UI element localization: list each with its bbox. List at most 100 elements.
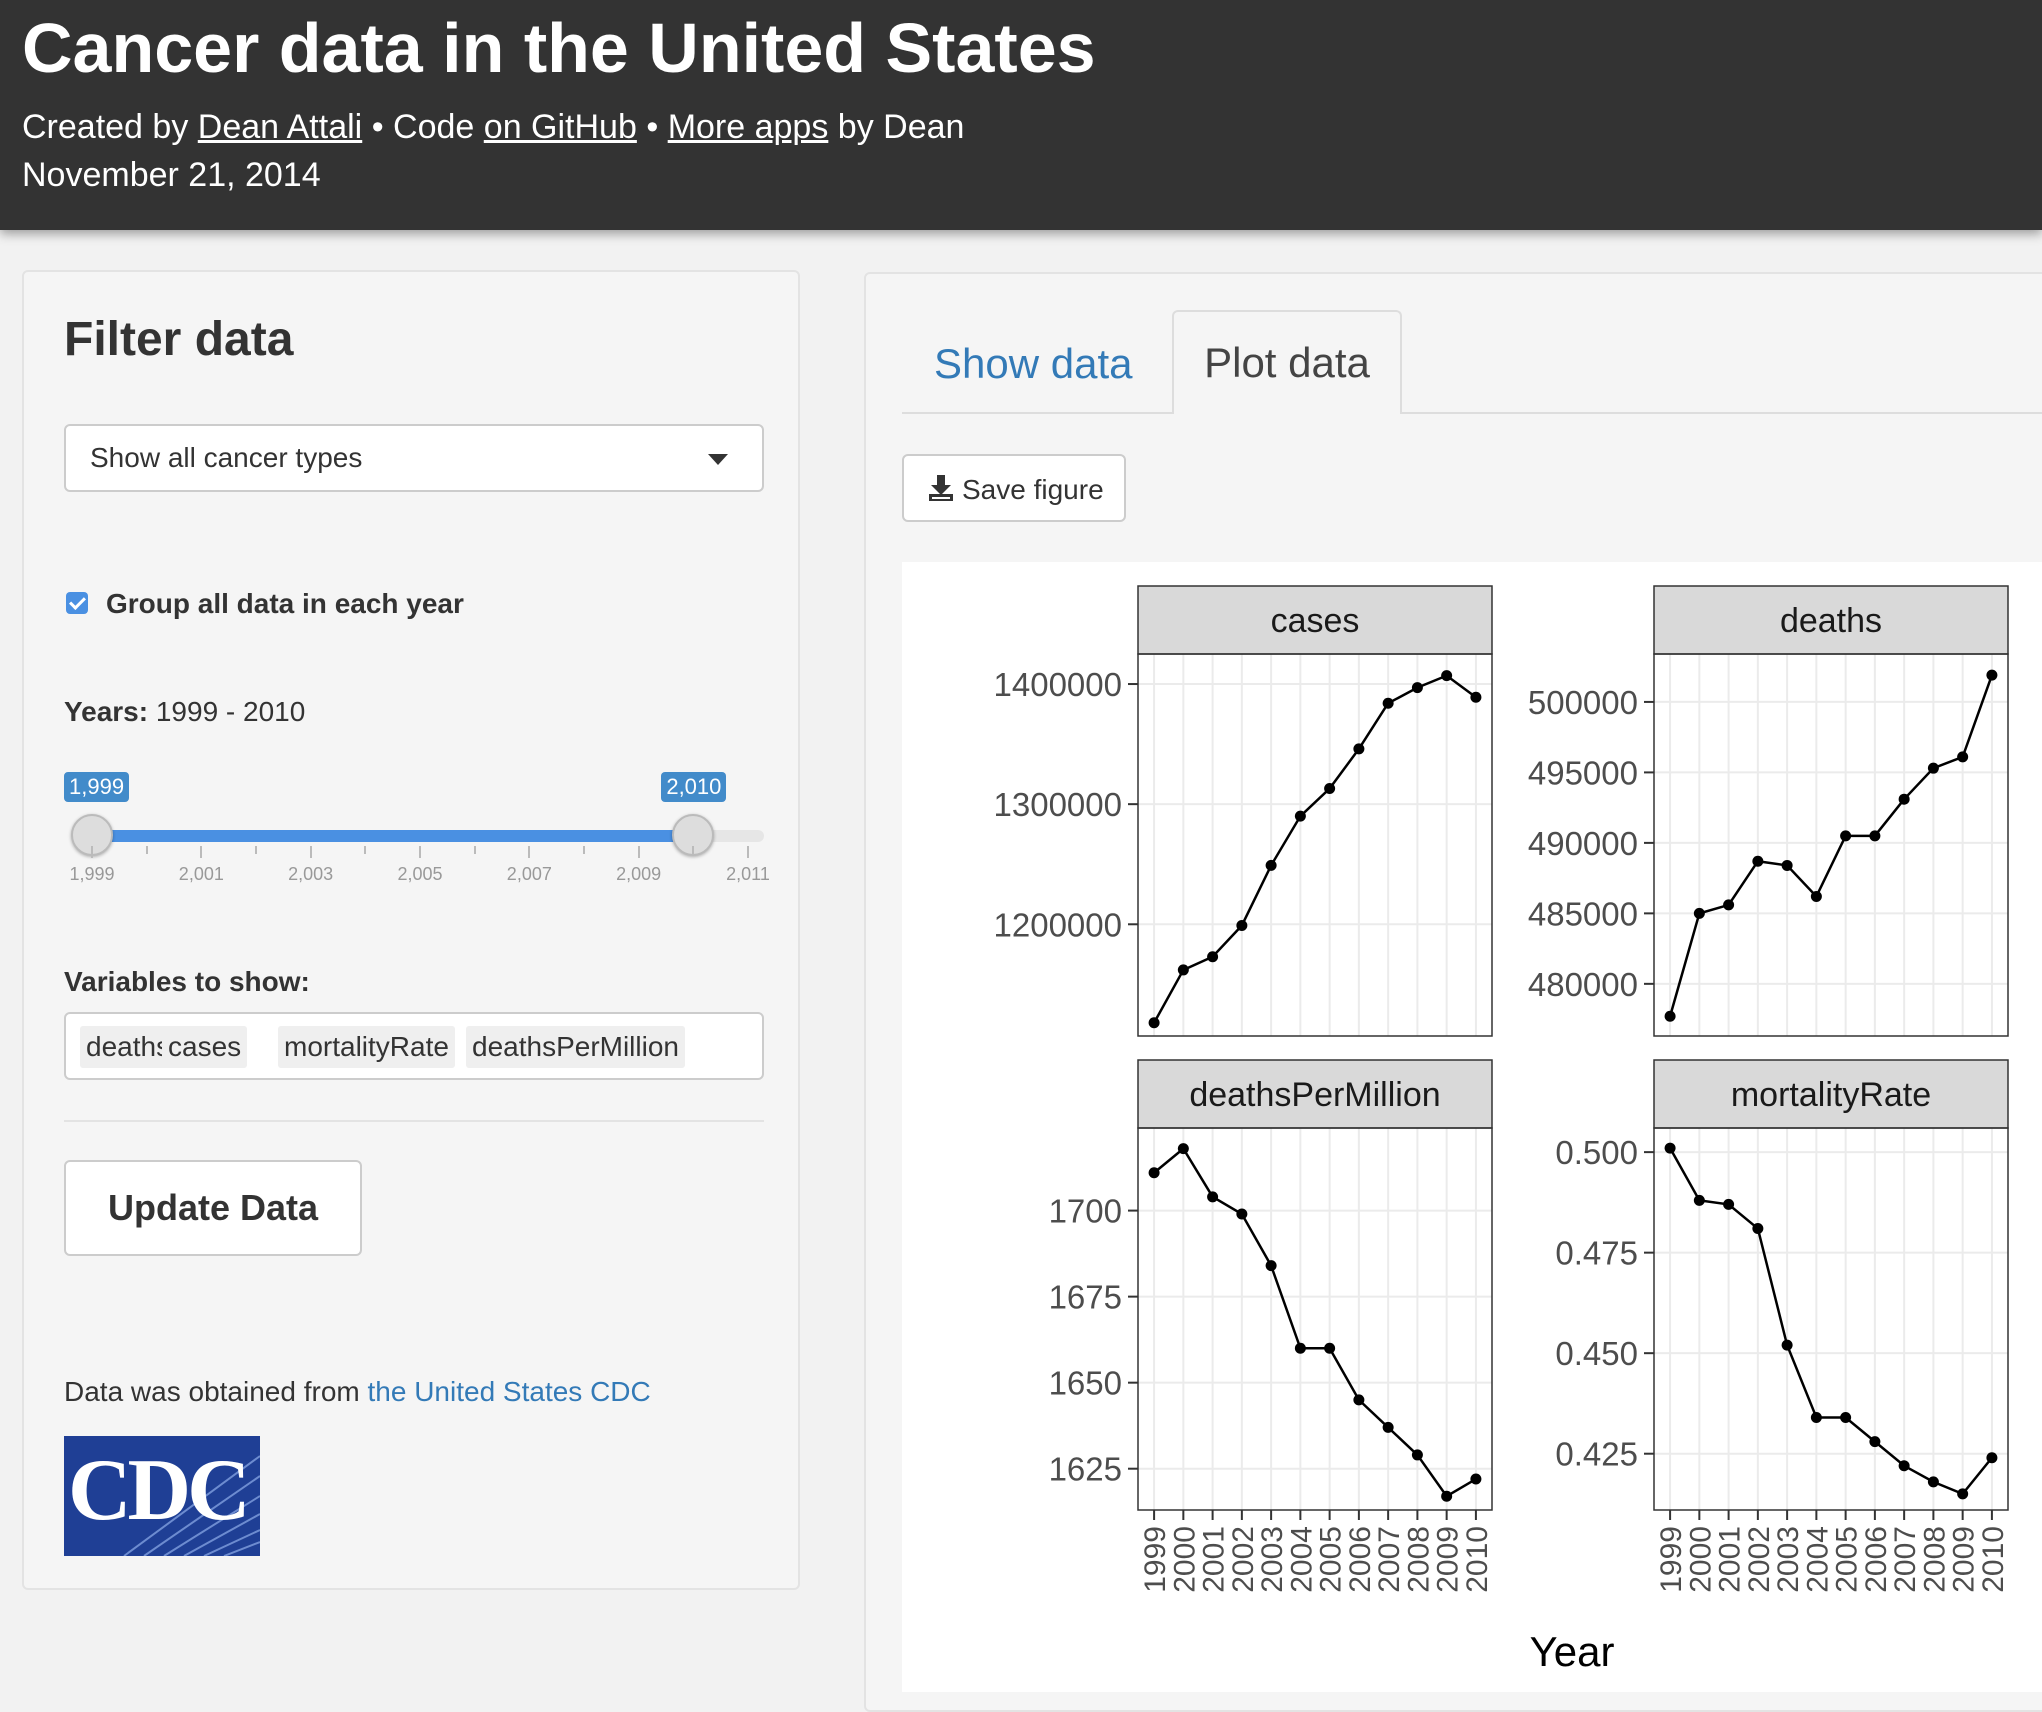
github-link[interactable]: on GitHub (483, 108, 637, 146)
series-line (1668, 674, 1994, 1017)
variable-chip-deaths[interactable]: deaths (80, 1026, 177, 1068)
data-point (1353, 1394, 1365, 1406)
group-checkbox-label: Group all data in each year (106, 588, 464, 619)
y-tick-label: 500000 (1528, 684, 1638, 721)
created-by-text: Created by (22, 108, 189, 146)
y-tick-label: 1200000 (994, 906, 1122, 943)
data-point (1148, 1017, 1160, 1029)
facet-title: cases (1271, 602, 1360, 640)
series-line (1153, 1146, 1477, 1498)
y-tick-label: 1700 (1049, 1193, 1122, 1230)
data-point (1840, 830, 1852, 842)
x-tick-label: 2010 (1977, 1526, 2010, 1593)
data-point (1810, 890, 1822, 902)
years-range-slider[interactable]: 1,999 2,010 1,999 2,001 2,003 2,005 2,007 2,0… (64, 772, 784, 932)
variable-chip-mortalityRate[interactable]: mortalityRate (278, 1026, 455, 1068)
y-tick-label: 480000 (1528, 966, 1638, 1003)
y-tick-label: 490000 (1528, 825, 1638, 862)
tab-underline (902, 412, 2042, 414)
years-value: 1999 - 2010 (155, 696, 306, 727)
x-tick-label: 2003 (1772, 1526, 1805, 1593)
slider-tick-label: 2,003 (288, 864, 334, 884)
cdc-logo-text: CDC (68, 1442, 251, 1539)
data-point (1382, 1421, 1394, 1433)
cdc-logo[interactable]: CDC (64, 1436, 260, 1556)
x-tick-label: 1999 (1139, 1526, 1172, 1593)
data-point (1382, 697, 1394, 709)
data-point (1781, 859, 1793, 871)
save-figure-button[interactable]: Save figure (902, 454, 1126, 522)
slider-tick-label: 2,011 (726, 864, 770, 884)
code-text: Code (393, 108, 475, 146)
data-point (1177, 964, 1189, 976)
cdc-logo-stripes (123, 1455, 260, 1556)
app-header: Cancer data in the United States Created… (0, 0, 2042, 230)
y-tick-label: 0.475 (1555, 1235, 1638, 1272)
cancer-type-select[interactable]: Show all cancer types (64, 424, 764, 492)
slider-selected-range (92, 830, 694, 842)
facet-strip (1137, 1059, 1493, 1129)
y-tick-label: 485000 (1528, 895, 1638, 932)
data-point (1869, 1436, 1881, 1448)
slider-tick (747, 846, 749, 858)
facet-title: mortalityRate (1731, 1076, 1931, 1114)
author-link[interactable]: Dean Attali (197, 108, 363, 146)
tab-show-data[interactable]: Show data (934, 340, 1133, 387)
filter-heading: Filter data (64, 313, 294, 366)
y-tick-label: 1300000 (994, 786, 1122, 823)
data-point (1957, 1488, 1969, 1500)
tab-plot-data[interactable]: Plot data (1172, 310, 1402, 414)
panel-border (1137, 653, 1493, 1037)
slider-tick-label: 2,001 (178, 864, 224, 884)
facet-title: deaths (1780, 602, 1882, 640)
x-tick-label: 2005 (1831, 1526, 1864, 1593)
facet-strip (1653, 585, 2009, 655)
facet-strip (1653, 1059, 2009, 1129)
data-point (1957, 751, 1969, 763)
slider-tick (528, 846, 531, 858)
series-line (1669, 1147, 1993, 1496)
data-point (1177, 1143, 1189, 1155)
more-apps-link[interactable]: More apps (667, 108, 829, 146)
data-point (1723, 899, 1735, 911)
data-point (1265, 859, 1277, 871)
data-point (1898, 793, 1910, 805)
cancer-type-value: Show all cancer types (90, 442, 363, 473)
data-point (1265, 1260, 1277, 1272)
slider-tick (91, 846, 93, 858)
y-tick-label: 0.425 (1555, 1436, 1638, 1473)
bullet-separator: • (646, 108, 659, 146)
data-point (1840, 1412, 1852, 1424)
variable-chip-cases[interactable]: cases (162, 1026, 248, 1068)
variables-select[interactable]: deaths cases mortalityRate deathsPerMill… (64, 1012, 764, 1080)
slider-tick (473, 846, 476, 854)
x-tick-label: 2001 (1714, 1526, 1747, 1593)
years-label: Years: (64, 696, 149, 727)
data-point (1723, 1198, 1735, 1210)
data-point (1470, 691, 1482, 703)
variable-chip-deathsPerMillion[interactable]: deathsPerMillion (466, 1026, 685, 1068)
y-tick-label: 1675 (1049, 1279, 1122, 1316)
data-point (1148, 1167, 1160, 1179)
panel-border (1653, 1127, 2009, 1511)
slider-from-label: 1,999 (64, 772, 130, 802)
cdc-link[interactable]: the United States CDC (367, 1376, 651, 1407)
update-data-button[interactable]: Update Data (64, 1160, 362, 1256)
x-tick-label: 2006 (1860, 1526, 1893, 1593)
faceted-line-chart: cases 1200000 1300000 1400000 deaths 480000 48… (994, 585, 2010, 1675)
panel-border (1653, 653, 2009, 1037)
data-point (1441, 670, 1453, 682)
by-dean-text: by Dean (837, 108, 965, 146)
facet-title: deathsPerMillion (1189, 1076, 1440, 1114)
x-tick-label: 2004 (1285, 1526, 1318, 1593)
check-icon[interactable] (66, 592, 88, 614)
data-point (1664, 1010, 1676, 1022)
x-tick-label: 2006 (1344, 1526, 1377, 1593)
slider-tick (419, 846, 421, 858)
x-tick-label: 2008 (1402, 1526, 1435, 1593)
data-point (1324, 1342, 1336, 1354)
plot-area: cases 1200000 1300000 1400000 deaths 480000 48… (902, 562, 2042, 1692)
filter-sidebar: Filter data Show all cancer types Group … (22, 270, 800, 1590)
x-tick-label: 2002 (1743, 1526, 1776, 1593)
data-point (1441, 1490, 1453, 1502)
